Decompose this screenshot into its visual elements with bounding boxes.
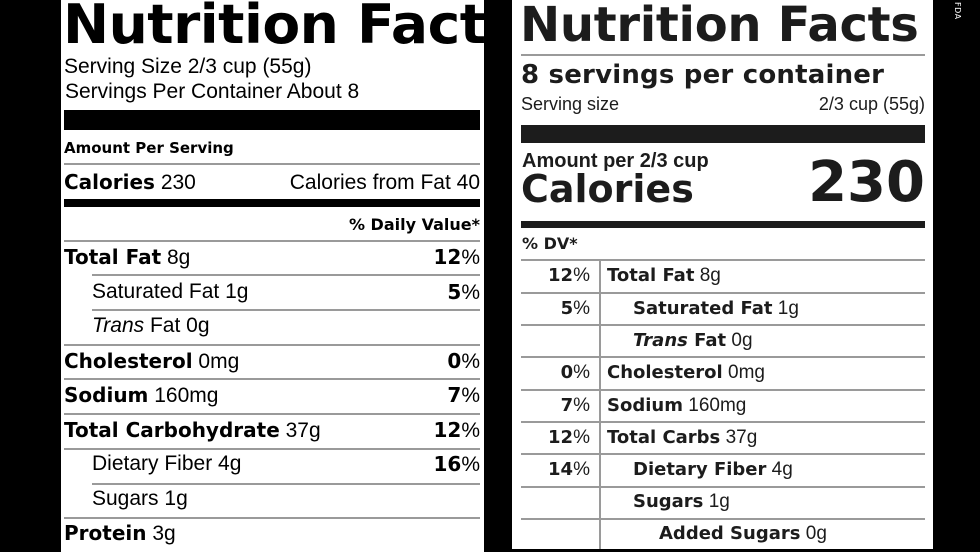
nutrient-row-dietary-fiber: Dietary Fiber 4g 16% <box>92 452 480 476</box>
thick-divider <box>521 125 925 143</box>
daily-value-header: % Daily Value* <box>348 215 480 234</box>
serving-size-label: Serving size <box>521 94 620 114</box>
serving-size-value: 2/3 cup (55g) <box>818 94 925 114</box>
divider <box>64 378 480 380</box>
current-nutrition-label: Nutrition Facts Serving Size 2/3 cup (55… <box>61 0 484 552</box>
divider <box>521 389 925 391</box>
servings-per-container: 8 servings per container <box>521 60 885 90</box>
divider <box>64 240 480 242</box>
divider <box>92 309 480 311</box>
divider <box>521 486 925 488</box>
nutrient-row-sodium: Sodium 160mg 7% <box>64 383 480 407</box>
amount-per: Amount per 2/3 cup <box>522 150 709 172</box>
column-divider <box>599 260 601 549</box>
calories-label: Calories <box>521 167 694 211</box>
nutrient-row-trans-fat: Trans Fat 0g <box>92 314 210 337</box>
divider <box>521 259 925 261</box>
nutrient-row-sugars: Sugars 1g <box>633 491 730 512</box>
divider <box>64 517 480 519</box>
nutrient-row-saturated-fat: Saturated Fat 1g 5% <box>92 280 480 304</box>
divider <box>64 448 480 450</box>
thick-divider <box>64 110 480 130</box>
proposed-nutrition-label: Nutrition Facts 8 servings per container… <box>512 0 933 549</box>
calories-divider <box>64 199 480 207</box>
source-watermark: FDA <box>953 2 962 20</box>
calories-from-fat: Calories from Fat 40 <box>289 171 480 194</box>
nutrient-row-trans-fat: Trans Fat 0g <box>633 330 753 351</box>
calories-value: 230 <box>808 150 925 215</box>
amount-per-serving: Amount Per Serving <box>64 139 234 157</box>
nutrient-row-added-sugars: Added Sugars 0g <box>659 523 827 544</box>
divider <box>64 413 480 415</box>
nutrient-row-dietary-fiber: 14% Dietary Fiber 4g <box>548 459 793 480</box>
calories-value: 230 <box>160 171 196 194</box>
nutrient-row-sodium: 7% Sodium 160mg <box>560 395 747 416</box>
divider <box>64 163 480 165</box>
divider <box>521 292 925 294</box>
divider <box>521 54 925 56</box>
nutrient-row-protein: Protein 3g <box>64 521 176 545</box>
divider <box>521 356 925 358</box>
divider <box>92 483 480 485</box>
calories-label: Calories <box>64 170 155 194</box>
servings-per-container: Servings Per Container About 8 <box>65 80 360 103</box>
nutrient-row-saturated-fat: 5% Saturated Fat 1g <box>560 298 799 319</box>
nutrient-row-total-fat: 12% Total Fat 8g <box>548 265 721 286</box>
nutrient-row-total-fat: Total Fat 8g 12% <box>64 245 480 269</box>
dv-header: % DV* <box>522 234 578 253</box>
divider <box>521 421 925 423</box>
calories-row: Calories 230 <box>61 166 480 200</box>
divider <box>64 344 480 346</box>
label-title: Nutrition Facts <box>63 0 484 56</box>
nutrient-row-total-carbs: 12% Total Carbs 37g <box>548 427 758 448</box>
divider <box>92 274 480 276</box>
divider <box>521 518 925 520</box>
nutrient-row-cholesterol: Cholesterol 0mg 0% <box>64 349 480 373</box>
serving-size: Serving Size 2/3 cup (55g) <box>64 55 312 78</box>
nutrient-row-cholesterol: 0% Cholesterol 0mg <box>560 362 765 383</box>
divider <box>521 324 925 326</box>
nutrient-row-sugars: Sugars 1g <box>92 487 188 510</box>
calories-divider <box>521 221 925 228</box>
divider <box>521 453 925 455</box>
label-title: Nutrition Facts <box>520 0 919 53</box>
nutrient-row-total-carbohydrate: Total Carbohydrate 37g 12% <box>64 418 480 442</box>
